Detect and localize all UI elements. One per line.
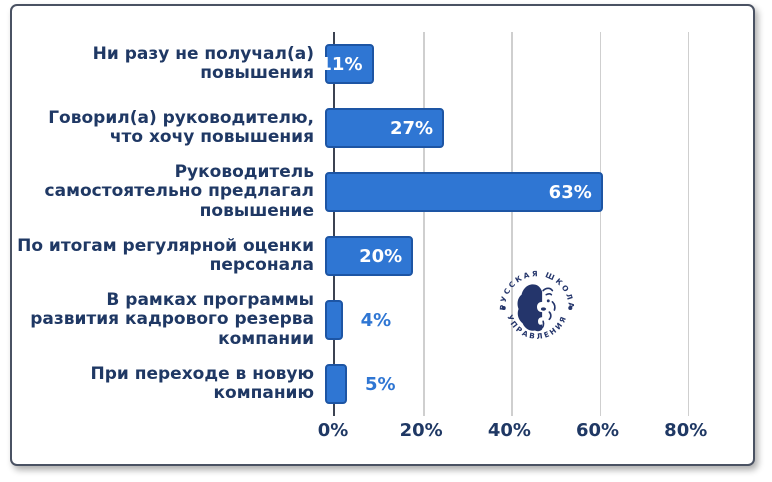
chart-row: Руководитель самостоятельно предлагал по… bbox=[12, 160, 753, 224]
x-tick-label: 40% bbox=[487, 420, 531, 441]
value-label: 11% bbox=[319, 53, 363, 75]
chart-row: При переходе в новую компанию 5% bbox=[12, 352, 753, 416]
bar-track: 27% bbox=[325, 96, 753, 160]
bar: 11% bbox=[319, 44, 374, 84]
chart-row: По итогам регулярной оценки персонала 20% bbox=[12, 224, 753, 288]
category-label: По итогам регулярной оценки персонала bbox=[17, 235, 314, 275]
slide-card: Ни разу не получал(а) повышения 11% Говори… bbox=[10, 4, 755, 466]
logo-left-dot bbox=[501, 305, 506, 311]
chart-row: Ни разу не получал(а) повышения 11% bbox=[12, 32, 753, 96]
x-tick-label: 20% bbox=[399, 420, 443, 441]
category-label: Руководитель самостоятельно предлагал по… bbox=[44, 161, 314, 221]
x-tick-label: 60% bbox=[575, 420, 620, 441]
value-label: 4% bbox=[360, 309, 392, 331]
bar-track: 4% bbox=[325, 288, 753, 352]
category-label: При переходе в новую компанию bbox=[90, 363, 315, 403]
bar-track: 20% bbox=[325, 224, 753, 288]
x-tick-label: 80% bbox=[664, 420, 708, 441]
lion-head-icon bbox=[517, 284, 556, 332]
chart-row: В рамках программы развития кадрового ре… bbox=[12, 288, 753, 352]
category-label: Ни разу не получал(а) повышения bbox=[92, 43, 314, 83]
plot-area bbox=[333, 32, 723, 416]
bar: 63% bbox=[325, 172, 603, 212]
value-label: 27% bbox=[389, 117, 434, 139]
gridline bbox=[423, 32, 425, 416]
category-label: Говорил(а) руководителю, что хочу повыше… bbox=[48, 107, 314, 147]
value-label: 63% bbox=[548, 181, 592, 203]
logo-right-dot bbox=[568, 305, 573, 311]
bar bbox=[325, 364, 348, 404]
x-axis: 0% 20% 40% 60% 80% bbox=[318, 420, 721, 444]
bar-track: 5% bbox=[325, 352, 753, 416]
value-label: 5% bbox=[365, 373, 396, 395]
bar bbox=[325, 300, 343, 340]
bar: 20% bbox=[325, 236, 414, 276]
gridline bbox=[511, 32, 513, 416]
bar-track: 63% bbox=[325, 160, 753, 224]
gridline bbox=[599, 32, 602, 416]
x-tick-label: 0% bbox=[317, 420, 349, 441]
category-label: В рамках программы развития кадрового ре… bbox=[30, 289, 314, 349]
bar-rows: Ни разу не получал(а) повышения 11% Говори… bbox=[12, 32, 753, 416]
bar-track: 11% bbox=[319, 32, 753, 96]
value-label: 20% bbox=[359, 245, 403, 267]
rsu-logo: РУССКАЯ ШКОЛА УПРАВЛЕНИЯ bbox=[498, 269, 574, 341]
gridline bbox=[687, 32, 690, 416]
chart-row: Говорил(а) руководителю, что хочу повыше… bbox=[12, 96, 753, 160]
bar: 27% bbox=[325, 108, 445, 148]
